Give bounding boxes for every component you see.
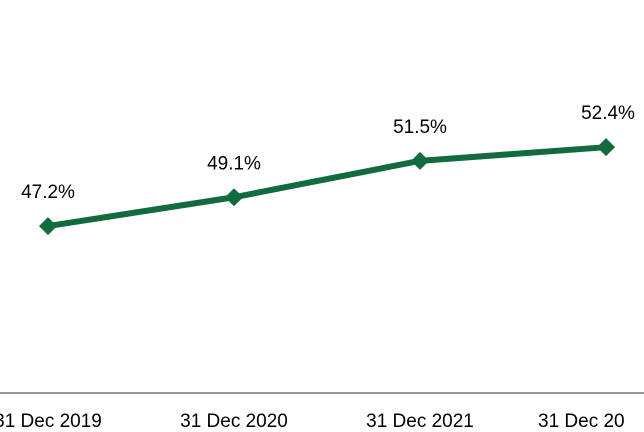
marker — [411, 151, 429, 170]
line — [47, 144, 607, 230]
data-label: 49.1% — [207, 153, 261, 174]
x-tick-label: 31 Dec 2019 — [0, 411, 102, 432]
data-label: 47.2% — [21, 182, 75, 203]
x-tick-label: 31 Dec 2020 — [180, 411, 288, 432]
marker — [597, 138, 615, 157]
data-label: 51.5% — [393, 117, 447, 138]
x-tick-label: 31 Dec 20 — [538, 411, 625, 432]
marker — [39, 217, 57, 236]
data-label: 52.4% — [581, 103, 635, 124]
marker — [225, 188, 243, 207]
x-tick-label: 31 Dec 2021 — [366, 411, 474, 432]
